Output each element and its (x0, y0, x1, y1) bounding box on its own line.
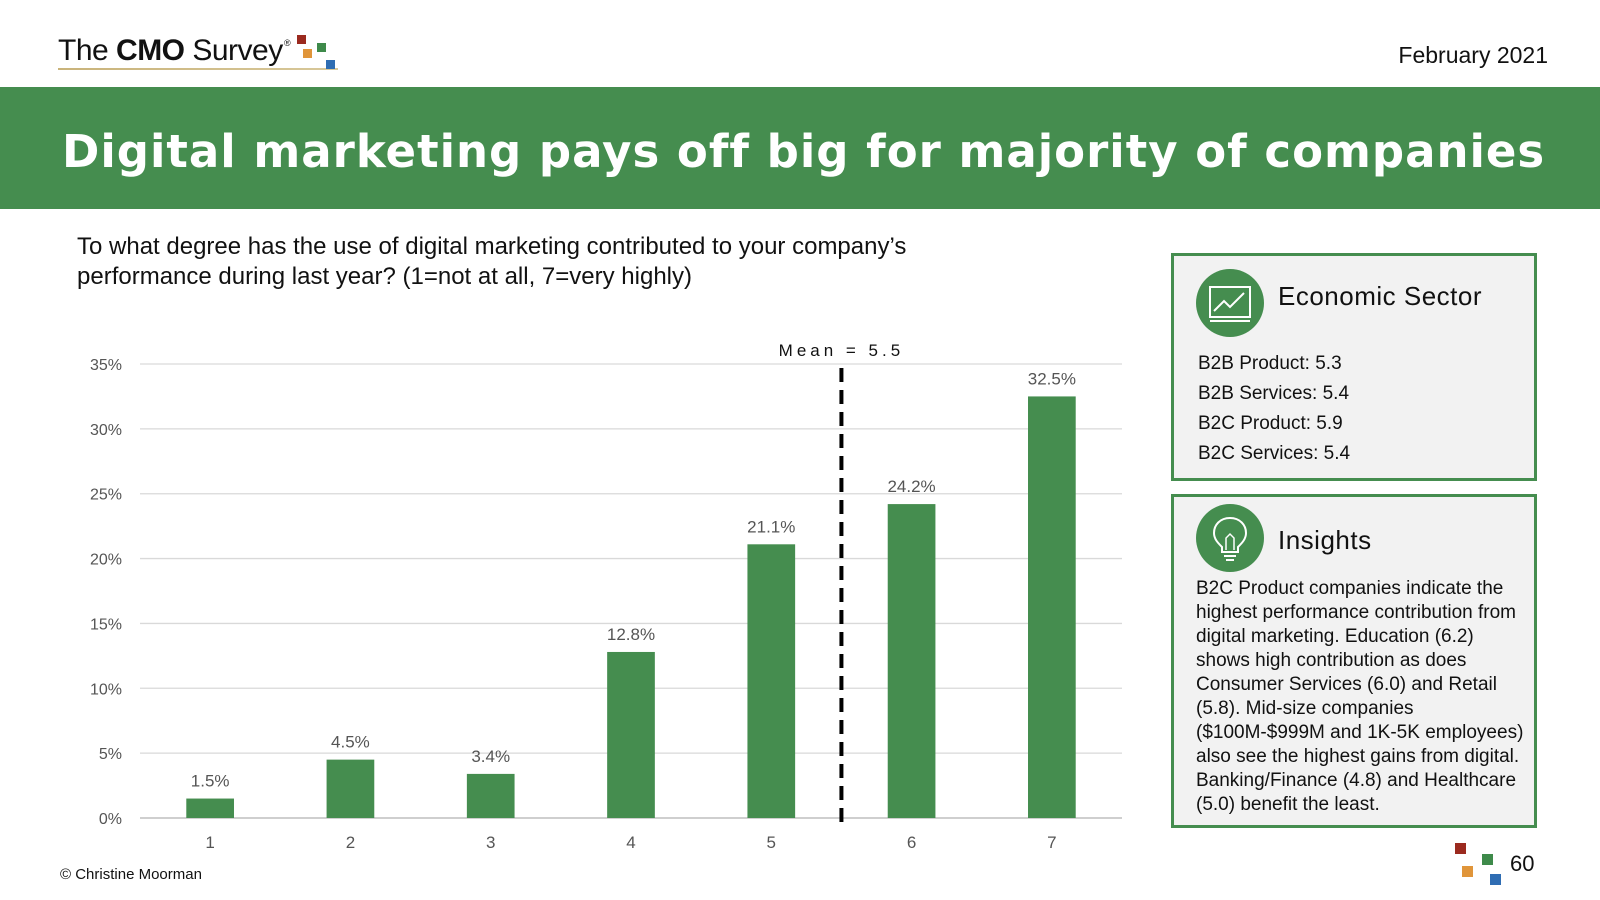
logo-wordmark: The CMO Survey (58, 34, 283, 68)
logo-square-green (317, 43, 326, 52)
insights-panel: Insights B2C Product companies indicate … (1171, 494, 1537, 828)
bar (607, 651, 655, 818)
logo-text-bold: CMO (116, 34, 185, 67)
footer-square-orange (1462, 866, 1473, 877)
logo-square-orange (303, 49, 312, 58)
y-tick-label: 5% (99, 746, 122, 763)
survey-question: To what degree has the use of digital ma… (77, 233, 907, 290)
bar-chart: 0% 5% 10% 15% 20% 25% 30% 35% 1.5% 4.5% 3.4% 12.8%… (90, 341, 1122, 852)
copyright: © Christine Moorman (60, 866, 202, 883)
y-tick-label: 20% (90, 552, 122, 569)
bar (887, 504, 936, 818)
logo-text-post: Survey (184, 34, 283, 67)
x-tick-label: 5 (767, 833, 776, 852)
footer-square-green (1482, 854, 1493, 865)
report-date: February 2021 (1398, 42, 1548, 68)
logo-underline (58, 68, 338, 70)
sector-item-b2b-services: B2B Services: 5.4 (1198, 383, 1350, 404)
x-axis-ticks: 1 2 3 4 5 6 7 (205, 833, 1056, 852)
y-tick-label: 10% (90, 681, 122, 698)
data-label: 4.5% (331, 733, 370, 752)
data-label: 3.4% (471, 747, 510, 766)
y-tick-label: 35% (90, 357, 122, 374)
data-label: 21.1% (747, 517, 795, 536)
bar (326, 759, 375, 818)
y-axis-ticks: 0% 5% 10% 15% 20% 25% 30% 35% (90, 357, 122, 828)
y-tick-label: 25% (90, 487, 122, 504)
data-label: 32.5% (1028, 369, 1076, 388)
y-tick-label: 15% (90, 616, 122, 633)
y-tick-label: 0% (99, 811, 122, 828)
data-labels: 1.5% 4.5% 3.4% 12.8% 21.1% 24.2% 32.5% (191, 369, 1076, 790)
x-tick-label: 1 (205, 833, 214, 852)
line-chart-icon (1196, 269, 1264, 337)
title-banner: Digital marketing pays off big for major… (0, 87, 1600, 209)
footer-square-blue (1490, 874, 1501, 885)
cmo-survey-logo: The CMO Survey ® (58, 34, 338, 74)
data-label: 24.2% (887, 477, 935, 496)
logo-square-blue (326, 60, 335, 69)
bar (466, 773, 515, 818)
x-tick-label: 2 (346, 833, 355, 852)
x-tick-label: 4 (626, 833, 635, 852)
bar (1028, 396, 1076, 818)
x-tick-label: 6 (907, 833, 916, 852)
insights-body: B2C Product companies indicate the highe… (1196, 578, 1524, 815)
data-label: 12.8% (607, 625, 655, 644)
logo-text-pre: The (58, 34, 117, 67)
page-title: Digital marketing pays off big for major… (62, 125, 1546, 178)
grid-lines (140, 363, 1122, 819)
bar (186, 798, 234, 818)
y-tick-label: 30% (90, 422, 122, 439)
footer-square-red (1455, 843, 1466, 854)
registered-mark: ® (284, 38, 291, 48)
sector-item-b2c-services: B2C Services: 5.4 (1198, 443, 1351, 464)
lightbulb-icon (1196, 504, 1264, 572)
data-label: 1.5% (191, 772, 230, 791)
page-number: 60 (1510, 851, 1535, 876)
sector-item-b2b-product: B2B Product: 5.3 (1198, 353, 1342, 374)
x-tick-label: 3 (486, 833, 495, 852)
bar (747, 544, 796, 818)
economic-sector-panel: Economic Sector B2B Product: 5.3 B2B Ser… (1171, 253, 1537, 481)
sector-item-b2c-product: B2C Product: 5.9 (1198, 413, 1343, 434)
mean-marker: Mean = 5.5 (779, 341, 905, 824)
mean-label: Mean = 5.5 (779, 341, 905, 360)
bars (186, 396, 1076, 818)
insights-title: Insights (1278, 525, 1372, 555)
x-tick-label: 7 (1047, 833, 1056, 852)
logo-square-red (297, 35, 306, 44)
economic-sector-title: Economic Sector (1278, 281, 1483, 311)
